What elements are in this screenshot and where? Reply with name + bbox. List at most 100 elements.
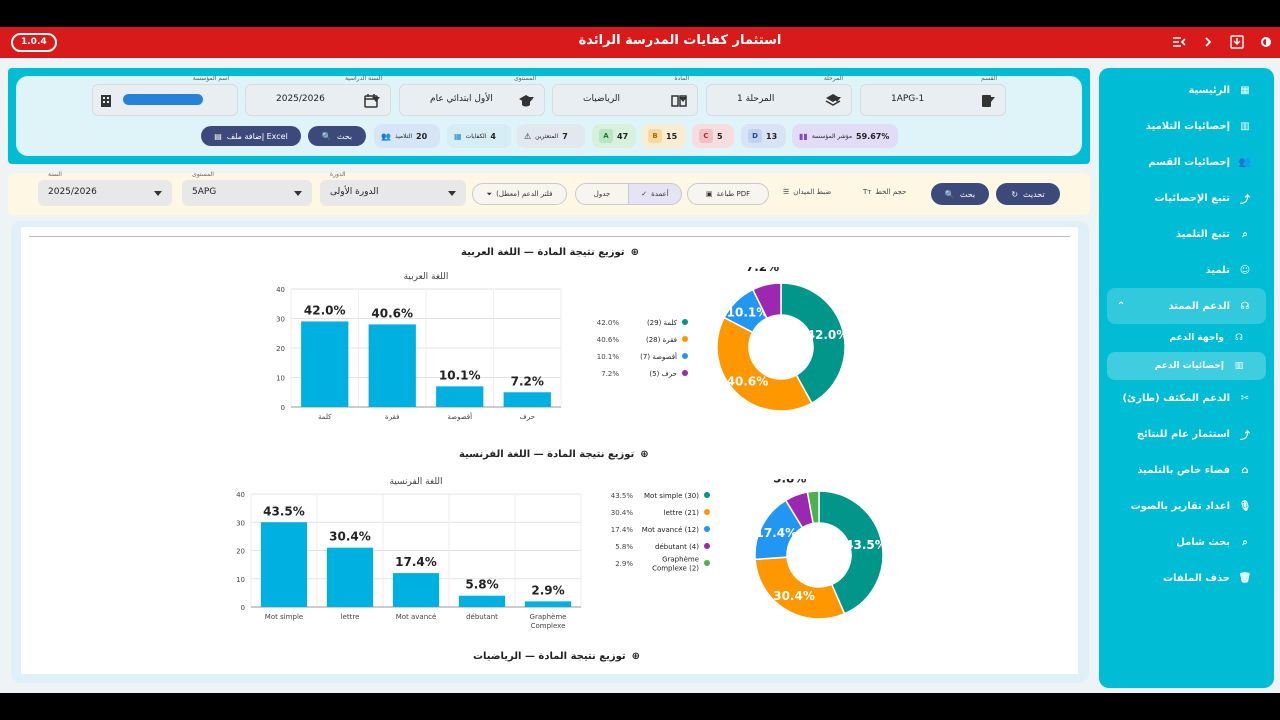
- x-tick-label: فقرة: [385, 413, 399, 421]
- legend-dot: [682, 336, 688, 342]
- menu-collapse-icon[interactable]: [1169, 32, 1189, 52]
- class-value: 1APG-1: [891, 94, 925, 104]
- search-icon: 🔍: [321, 131, 332, 141]
- x-tick-label: Mot simple: [265, 613, 303, 621]
- sidebar-item-label: تلميذ: [1205, 264, 1230, 276]
- trash-icon: 🗑: [1238, 572, 1252, 584]
- sidebar-item-1[interactable]: إحصائيات التلاميذ ▥: [1107, 108, 1266, 144]
- sidebar-item-4[interactable]: تتبع التلميذ ⌕: [1107, 216, 1266, 252]
- sidebar-item-9[interactable]: الدعم المكثف (طارئ) ✂: [1107, 380, 1266, 416]
- stage-select[interactable]: المرحلة المرحلة 1: [706, 75, 852, 116]
- sidebar-item-label: إحصائيات القسم: [1148, 156, 1230, 168]
- download-icon[interactable]: [1227, 32, 1247, 52]
- person-search-icon: ⌕: [1242, 228, 1248, 240]
- x-tick-label: أقصوصة: [447, 412, 472, 421]
- legend-label: كلمة (29): [647, 319, 678, 327]
- open-book-icon: [671, 93, 687, 109]
- chevron-down-icon: [448, 191, 456, 196]
- legend-label: فقرة (28): [646, 336, 677, 344]
- competencies-chip: ▦ الكفايات 4: [447, 124, 511, 148]
- institution-field[interactable]: اسم المؤسسة: [92, 75, 238, 116]
- bar: [458, 595, 506, 607]
- mic-icon: 🎙: [1238, 500, 1252, 512]
- competencies-label: الكفايات: [465, 132, 487, 140]
- field-settings-link[interactable]: ☰ ضبط الميدان: [783, 188, 831, 196]
- sidebar-item-3[interactable]: تتبع الإحصائيات ⤴: [1107, 180, 1266, 216]
- year-select[interactable]: السنة 2025/2026: [38, 171, 172, 206]
- sidebar-item-13[interactable]: بحث شامل ⌕: [1107, 524, 1266, 560]
- support-filter-button[interactable]: ⏷ فلتر الدعم (معطل): [472, 183, 567, 205]
- refresh-icon: ↻: [1011, 189, 1019, 199]
- legend-label: Mot simple (30): [644, 492, 699, 500]
- sidebar-item-0[interactable]: الرئيسية ▦: [1107, 72, 1266, 108]
- sidebar-item-6[interactable]: ⌃ الدعم الممتد ☊: [1107, 288, 1266, 324]
- y-tick-label: 30: [236, 519, 245, 527]
- stage-value: المرحلة 1: [737, 94, 775, 104]
- sidebar-item-label: الدعم المكثف (طارئ): [1122, 392, 1230, 404]
- pie-slice: [754, 556, 846, 620]
- class-select[interactable]: القسم 1APG-1: [860, 75, 1006, 116]
- sidebar-item-14[interactable]: حذف الملفات 🗑: [1107, 560, 1266, 596]
- year-label: السنة: [48, 171, 62, 178]
- tools-icon: ✂: [1240, 392, 1250, 404]
- table-toggle[interactable]: جدول: [575, 183, 629, 205]
- level-select[interactable]: المستوى الأول ابتدائي عام: [399, 75, 545, 116]
- sidebar-item-11[interactable]: فضاء خاص بالتلميذ ⌂: [1107, 452, 1266, 488]
- printer-icon: ▣: [705, 190, 713, 198]
- grade-a-chip: A 47: [592, 124, 636, 148]
- pie-data-label: 30.4%: [773, 589, 815, 603]
- legend-percent: 10.1%: [597, 353, 620, 361]
- pie-data-label: 43.5%: [845, 538, 887, 552]
- x-tick-label: débutant: [466, 613, 498, 621]
- pie-data-label: 5.8%: [773, 479, 806, 485]
- session-select[interactable]: الدورة الدورة الأولى: [320, 171, 466, 206]
- arabic-pie-chart: 42.0% 40.6% 10.1% 7.2% كلمة (29) 42.0% فقرة (2…: [597, 267, 848, 412]
- sidebar-item-12[interactable]: اعداد تقارير بالصوت 🎙: [1107, 488, 1266, 524]
- french-pie-chart: 43.5%30.4%17.4%5.8%2.9%Mot simple (30)43…: [611, 479, 887, 620]
- level-label: المستوى: [514, 75, 536, 82]
- grade-a-value: 47: [617, 131, 629, 141]
- refresh-button[interactable]: ↻ تحديث: [996, 183, 1060, 205]
- chevron-down-icon: [679, 97, 687, 102]
- x-tick-label: حرف: [520, 413, 535, 421]
- pie-slice: [780, 282, 846, 405]
- pie-data-label: 10.1%: [727, 306, 769, 320]
- font-size-link[interactable]: Tᴛ حجم الخط: [863, 188, 906, 196]
- sidebar-item-5[interactable]: تلميذ ☺: [1107, 252, 1266, 288]
- globe-icon: ⊕: [630, 247, 639, 258]
- students-value: 20: [416, 131, 428, 141]
- toolbar-level-select[interactable]: المستوى 5APG: [182, 171, 312, 206]
- columns-toggle[interactable]: ✓ أعمدة: [628, 183, 682, 205]
- sidebar-item-10[interactable]: استثمار عام للنتائج ⤴: [1107, 416, 1266, 452]
- grade-b-value: 15: [666, 131, 678, 141]
- search-button[interactable]: 🔍 بحث: [308, 126, 366, 146]
- sidebar-item-label: الرئيسية: [1188, 84, 1230, 96]
- sidebar-item-7[interactable]: واجهة الدعم ☊: [1107, 324, 1266, 352]
- students-label: التلاميذ: [394, 132, 413, 140]
- brightness-icon[interactable]: [1256, 32, 1276, 52]
- sidebar-item-2[interactable]: إحصائيات القسم 👥: [1107, 144, 1266, 180]
- x-tick-label: lettre: [341, 613, 360, 621]
- bar: [260, 522, 308, 607]
- headset-icon: ☊: [1240, 300, 1250, 312]
- building-icon: [99, 93, 115, 109]
- school-year-select[interactable]: السنة الدراسية 2025/2026: [245, 75, 391, 116]
- add-excel-button[interactable]: ▤ إضافة ملف Excel: [201, 126, 301, 146]
- chevron-right-icon[interactable]: [1198, 32, 1218, 52]
- legend-dot: [704, 492, 710, 498]
- sidebar-item-label: تتبع الإحصائيات: [1154, 192, 1230, 204]
- bar: [368, 324, 416, 407]
- print-pdf-button[interactable]: ▣ طباعة PDF: [687, 183, 769, 205]
- content-area: ⊕ توزيع نتيجة المادة — اللغة العربية الل…: [11, 221, 1089, 683]
- chevron-down-icon: [526, 97, 534, 102]
- legend-label: lettre (21): [664, 509, 700, 517]
- grade-b-letter: B: [648, 129, 662, 143]
- add-excel-label: إضافة ملف Excel: [226, 131, 288, 141]
- support-filter-label: فلتر الدعم (معطل): [496, 190, 553, 198]
- toolbar-search-button[interactable]: 🔍 بحث: [931, 183, 989, 205]
- sidebar-item-label: إحصائيات التلاميذ: [1145, 120, 1230, 132]
- sidebar-item-8[interactable]: إحصائيات الدعم ▥: [1107, 352, 1266, 380]
- chart-title: اللغة العربية: [404, 272, 449, 282]
- subject-select[interactable]: المادة الرياضيات: [552, 75, 698, 116]
- group-icon: 👥: [1238, 156, 1252, 168]
